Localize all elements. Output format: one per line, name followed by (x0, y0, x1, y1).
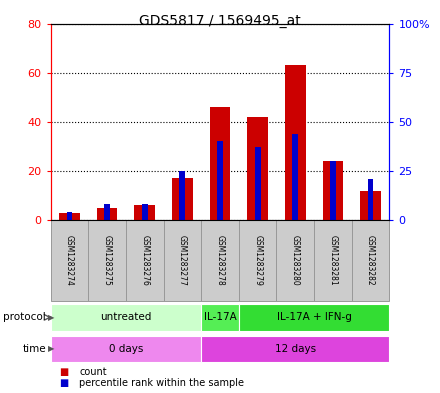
Text: GSM1283282: GSM1283282 (366, 235, 375, 286)
Text: ■: ■ (59, 367, 69, 377)
Text: 0 days: 0 days (109, 344, 143, 354)
Text: IL-17A: IL-17A (204, 312, 236, 322)
Bar (323, 161, 343, 220)
Text: count: count (79, 367, 107, 377)
Text: GSM1283280: GSM1283280 (291, 235, 300, 286)
Bar (201, 336, 389, 362)
Text: IL-17A + IFN-g: IL-17A + IFN-g (277, 312, 352, 322)
Text: ■: ■ (59, 378, 69, 388)
Text: GDS5817 / 1569495_at: GDS5817 / 1569495_at (139, 14, 301, 28)
Bar (247, 117, 268, 220)
Bar (276, 220, 314, 301)
Bar (66, 212, 72, 220)
Bar (314, 220, 352, 301)
Bar (126, 220, 164, 301)
Text: GSM1283276: GSM1283276 (140, 235, 149, 286)
Bar (104, 204, 110, 220)
Text: protocol: protocol (4, 312, 46, 322)
Bar (360, 191, 381, 220)
Bar (239, 304, 389, 331)
Bar (293, 134, 298, 220)
Bar (209, 107, 231, 220)
Bar (239, 220, 276, 301)
Bar (164, 220, 201, 301)
Text: time: time (22, 344, 46, 354)
Text: GSM1283274: GSM1283274 (65, 235, 74, 286)
Bar (255, 147, 260, 220)
Text: GSM1283278: GSM1283278 (216, 235, 224, 286)
Bar (142, 204, 147, 220)
Bar (97, 208, 117, 220)
Bar (201, 304, 239, 331)
Bar (51, 220, 88, 301)
Bar (172, 178, 193, 220)
Bar (134, 205, 155, 220)
Text: GSM1283277: GSM1283277 (178, 235, 187, 286)
Text: GSM1283281: GSM1283281 (328, 235, 337, 286)
Text: ▶: ▶ (48, 313, 55, 322)
Text: percentile rank within the sample: percentile rank within the sample (79, 378, 244, 388)
Bar (368, 179, 374, 220)
Text: GSM1283279: GSM1283279 (253, 235, 262, 286)
Bar (201, 220, 239, 301)
Bar (51, 304, 201, 331)
Text: GSM1283275: GSM1283275 (103, 235, 112, 286)
Text: 12 days: 12 days (275, 344, 316, 354)
Bar (88, 220, 126, 301)
Text: ▶: ▶ (48, 344, 55, 353)
Bar (285, 65, 306, 220)
Bar (59, 213, 80, 220)
Text: untreated: untreated (100, 312, 151, 322)
Bar (217, 141, 223, 220)
Bar (352, 220, 389, 301)
Bar (180, 171, 185, 220)
Bar (51, 336, 201, 362)
Bar (330, 161, 336, 220)
